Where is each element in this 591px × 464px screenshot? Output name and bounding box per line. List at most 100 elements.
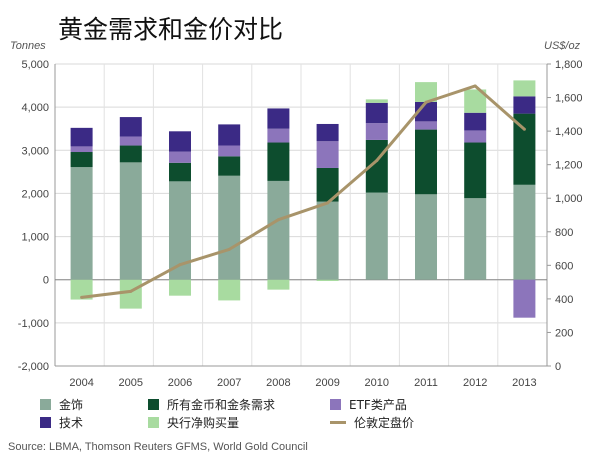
legend-item-coins-bars: 所有金币和金条需求 <box>148 396 275 413</box>
bar-central-banks-2007 <box>218 279 241 301</box>
bar-central-banks-2004 <box>70 279 93 300</box>
x-tick-label: 2012 <box>463 377 487 389</box>
bar-jewellery-2009 <box>316 201 339 280</box>
x-tick-label: 2008 <box>266 377 290 389</box>
chart-legend: 金饰 所有金币和金条需求 ETF类产品 技术 央行净购买量 伦敦定盘价 <box>40 396 560 436</box>
bar-etf-2007 <box>218 145 241 157</box>
y2-tick-label: 600 <box>555 260 573 272</box>
bar-etf-2013 <box>513 279 536 318</box>
legend-item-jewellery: 金饰 <box>40 396 83 413</box>
point-london-fix-2006 <box>178 263 182 267</box>
bar-etf-2012 <box>464 130 487 143</box>
y2-tick-label: 1,200 <box>555 160 583 172</box>
bar-coins-bars-2009 <box>316 167 339 202</box>
bar-jewellery-2004 <box>70 167 93 280</box>
bar-coins-bars-2011 <box>415 129 437 195</box>
point-london-fix-2013 <box>522 127 526 131</box>
bar-technology-2004 <box>70 127 93 147</box>
y-tick-label: 4,000 <box>21 102 49 114</box>
legend-label-london-fix: 伦敦定盘价 <box>354 416 415 430</box>
bar-etf-2011 <box>415 121 437 130</box>
bar-technology-2010 <box>365 102 388 124</box>
y2-tick-label: 1,000 <box>555 193 583 205</box>
x-tick-label: 2011 <box>414 377 438 389</box>
bar-central-banks-2009 <box>316 279 339 282</box>
bar-jewellery-2006 <box>169 181 191 280</box>
bar-jewellery-2005 <box>119 162 142 280</box>
bar-technology-2007 <box>218 124 241 146</box>
bar-coins-bars-2006 <box>169 162 191 182</box>
bar-jewellery-2008 <box>267 180 290 280</box>
point-london-fix-2008 <box>276 218 280 222</box>
legend-line-london-fix <box>330 421 346 424</box>
y-tick-label: 0 <box>43 275 49 287</box>
bar-etf-2008 <box>267 128 290 143</box>
bar-coins-bars-2007 <box>218 156 241 176</box>
x-tick-label: 2007 <box>217 377 241 389</box>
bar-central-banks-2006 <box>169 279 191 296</box>
bar-jewellery-2007 <box>218 175 241 280</box>
point-london-fix-2009 <box>326 201 330 205</box>
line-london-fix <box>81 84 526 299</box>
bar-technology-2012 <box>464 112 487 131</box>
bar-technology-2008 <box>267 108 290 129</box>
source-note: Source: LBMA, Thomson Reuters GFMS, Worl… <box>8 441 308 453</box>
y-tick-label: -2,000 <box>18 361 49 373</box>
legend-swatch-central-banks <box>148 417 159 428</box>
y2-tick-label: 1,600 <box>555 93 583 105</box>
bar-etf-2004 <box>70 146 93 153</box>
y-tick-label: 3,000 <box>21 145 49 157</box>
bar-central-banks-2010 <box>365 99 388 103</box>
legend-label-jewellery: 金饰 <box>59 398 84 412</box>
x-tick-label: 2010 <box>365 377 389 389</box>
y2-tick-label: 0 <box>555 361 561 373</box>
y-tick-label: 5,000 <box>21 59 49 71</box>
y2-tick-label: 1,400 <box>555 126 583 138</box>
legend-swatch-etf <box>330 399 341 410</box>
bar-technology-2009 <box>316 123 339 142</box>
y2-tick-label: 800 <box>555 227 573 239</box>
bar-jewellery-2013 <box>513 184 536 280</box>
bar-central-banks-2012 <box>464 89 487 113</box>
point-london-fix-2011 <box>424 100 428 104</box>
y-tick-label: 2,000 <box>21 188 49 200</box>
legend-label-central-banks: 央行净购买量 <box>167 416 240 430</box>
bar-jewellery-2010 <box>365 192 388 280</box>
point-london-fix-2012 <box>473 84 477 88</box>
x-tick-label: 2004 <box>69 377 93 389</box>
chart-title: 黄金需求和金价对比 <box>58 15 284 44</box>
legend-item-central-banks: 央行净购买量 <box>148 414 239 431</box>
bar-central-banks-2011 <box>415 82 437 102</box>
bar-jewellery-2011 <box>415 194 437 280</box>
legend-item-etf: ETF类产品 <box>330 396 407 413</box>
y2-tick-label: 200 <box>555 327 573 339</box>
bar-technology-2013 <box>513 96 536 114</box>
bar-central-banks-2008 <box>267 279 290 290</box>
bar-central-banks-2005 <box>119 279 142 309</box>
point-london-fix-2005 <box>129 289 133 293</box>
bar-central-banks-2013 <box>513 80 536 97</box>
bar-etf-2010 <box>365 123 388 140</box>
legend-swatch-jewellery <box>40 399 51 410</box>
legend-item-london-fix: 伦敦定盘价 <box>330 414 414 431</box>
legend-swatch-technology <box>40 417 51 428</box>
point-london-fix-2010 <box>375 158 379 162</box>
legend-swatch-coins-bars <box>148 399 159 410</box>
y-tick-label: -1,000 <box>18 318 49 330</box>
legend-label-technology: 技术 <box>59 416 84 430</box>
bar-etf-2006 <box>169 151 191 163</box>
y2-tick-label: 1,800 <box>555 59 583 71</box>
bar-jewellery-2012 <box>464 198 487 280</box>
bar-technology-2006 <box>169 131 191 152</box>
bar-technology-2005 <box>119 117 142 137</box>
legend-label-etf: ETF类产品 <box>349 398 407 412</box>
bar-coins-bars-2008 <box>267 142 290 181</box>
x-tick-label: 2013 <box>512 377 536 389</box>
y-axis-unit-label: Tonnes <box>10 40 46 52</box>
legend-label-coins-bars: 所有金币和金条需求 <box>167 398 276 412</box>
bar-coins-bars-2004 <box>70 152 93 168</box>
x-tick-label: 2006 <box>168 377 192 389</box>
y-tick-label: 1,000 <box>21 232 49 244</box>
legend-item-technology: 技术 <box>40 414 83 431</box>
